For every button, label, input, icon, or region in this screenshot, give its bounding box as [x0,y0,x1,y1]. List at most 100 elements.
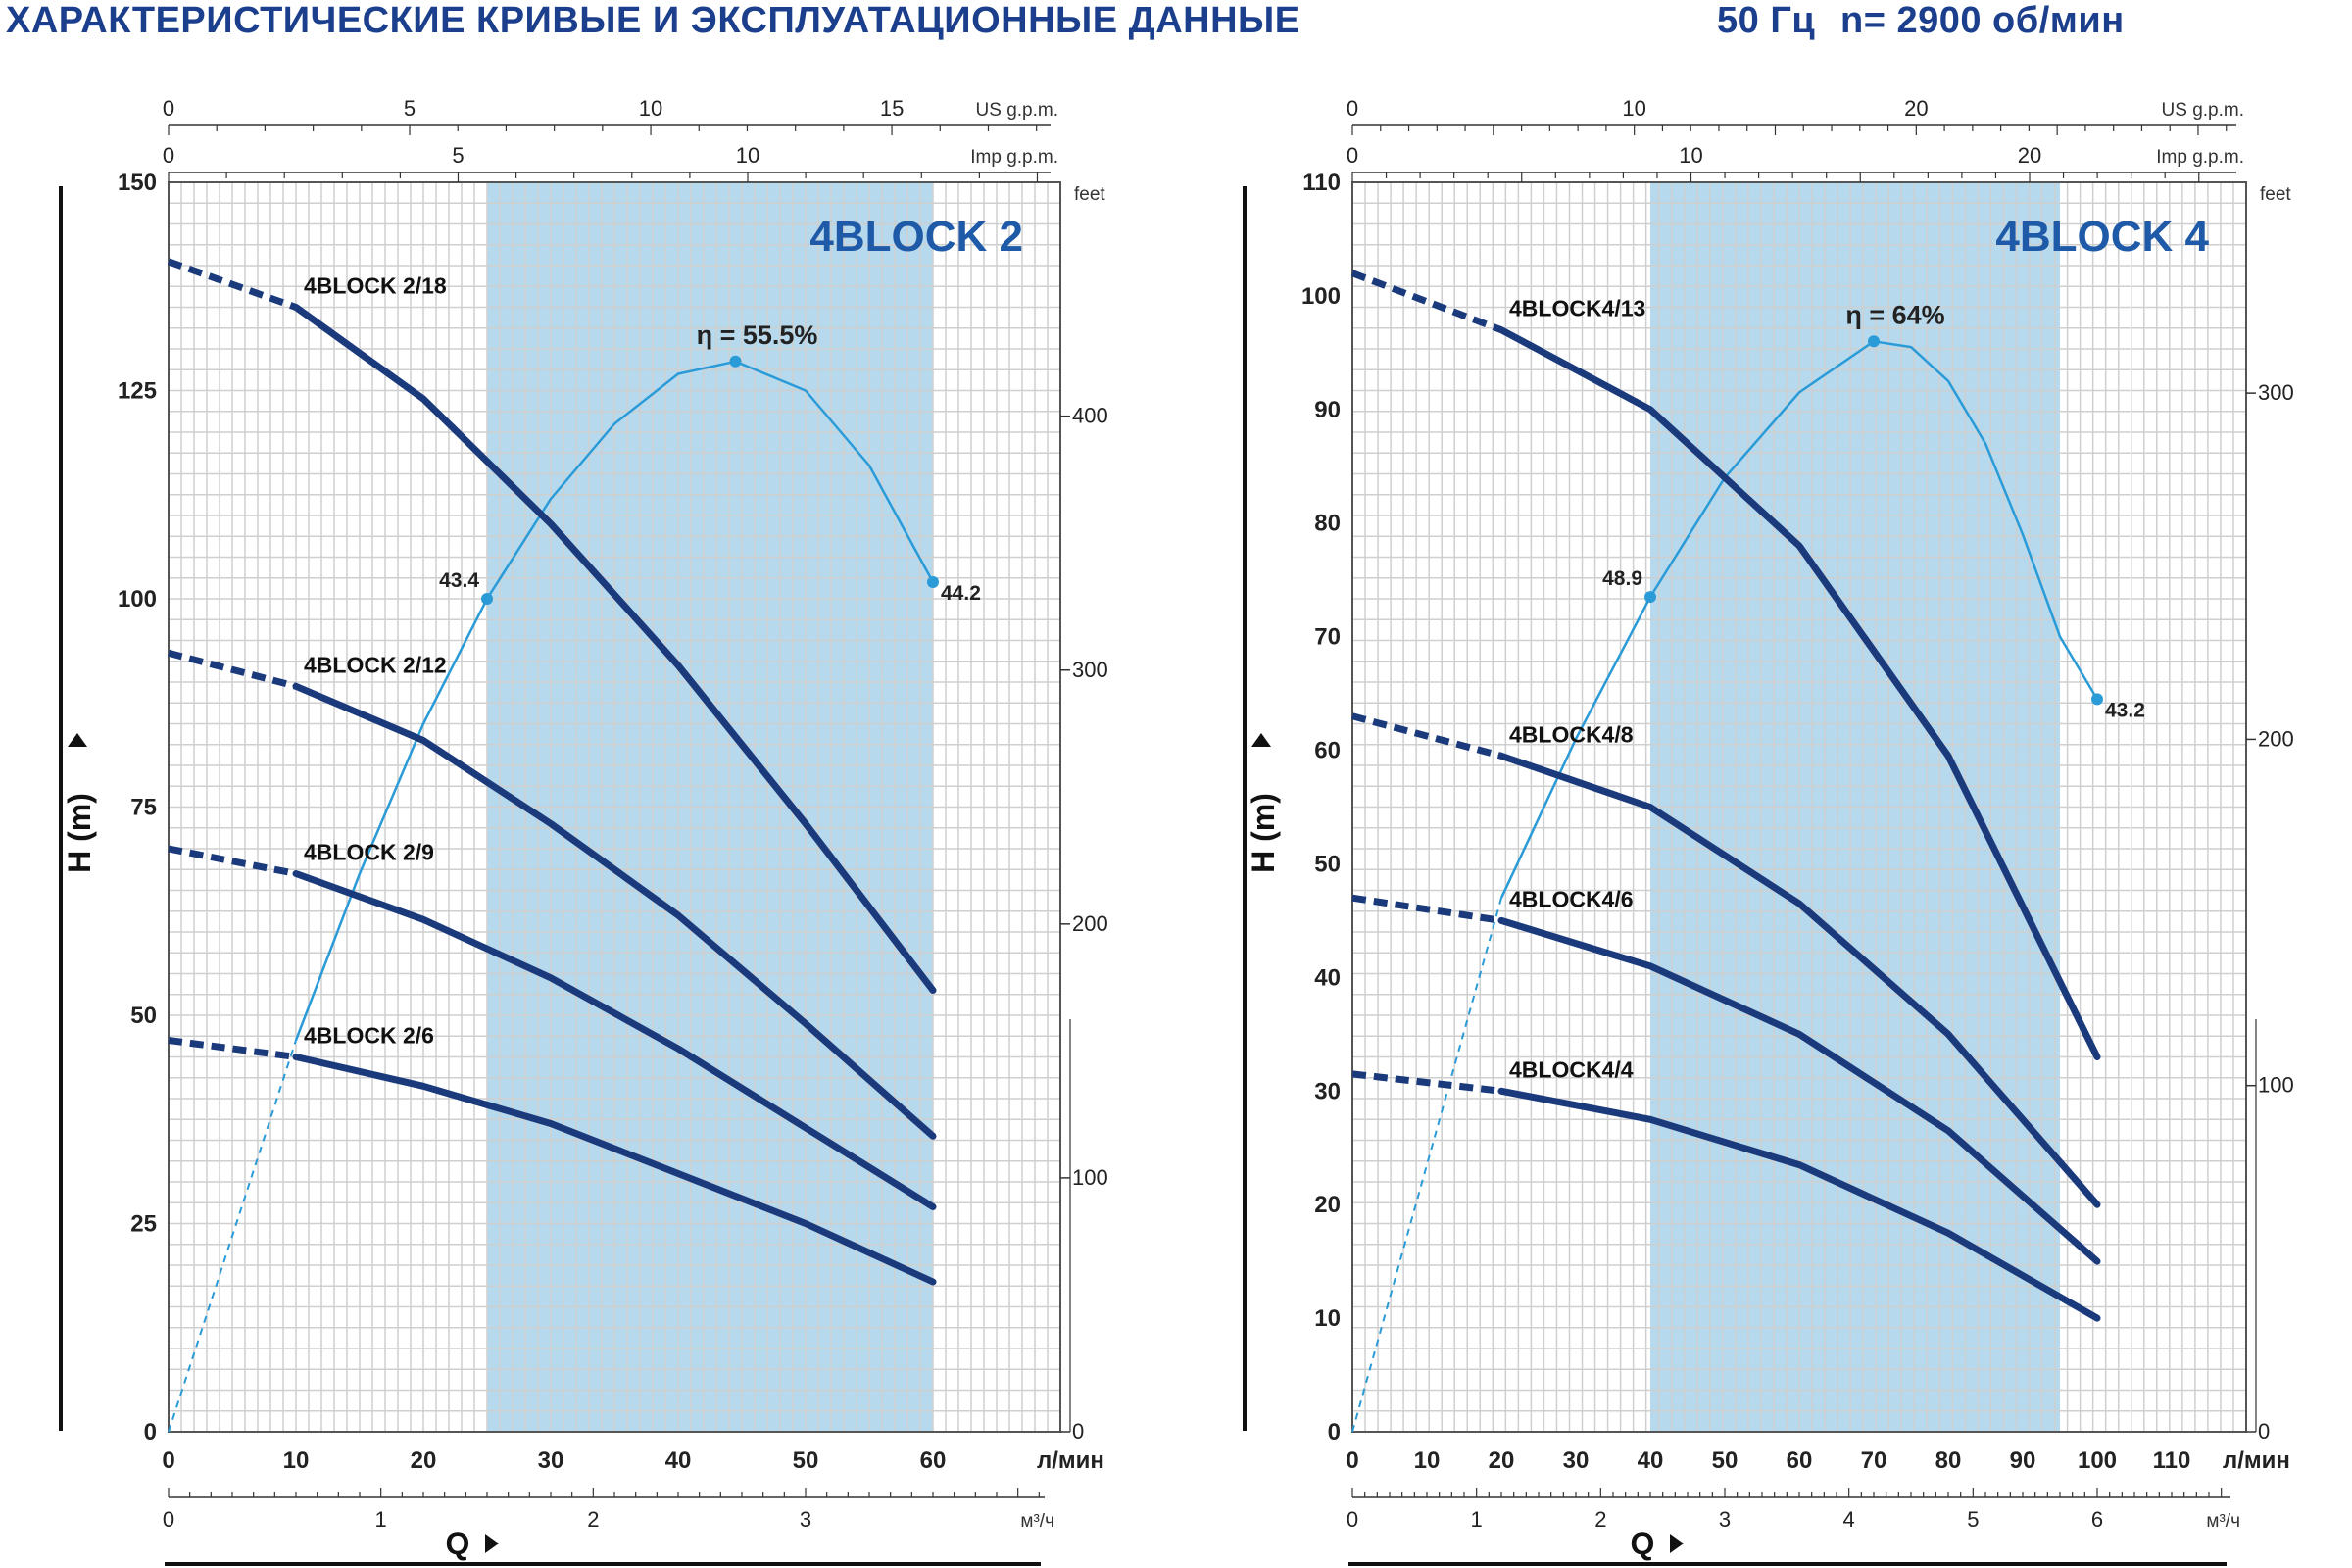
efficiency-point [1868,335,1880,348]
feet-tick-label: 100 [1072,1165,1108,1190]
x-tick-label: 10 [283,1447,310,1474]
h-axis-arrow-icon [1251,733,1271,747]
imp-gpm-tick-label: 0 [1347,143,1358,168]
m3h-tick-label: 5 [1967,1507,1979,1532]
hq-curve [292,870,937,1210]
y-tick-label: 100 [118,586,157,612]
y-tick-label: 10 [1314,1305,1341,1332]
y-tick-label: 90 [1314,397,1341,423]
efficiency-point [927,576,939,588]
hq-curve-dashed [167,258,298,311]
efficiency-point-label: 44.2 [941,582,981,605]
x-tick-label: 100 [2078,1447,2117,1474]
y-tick-label: 0 [1328,1419,1341,1446]
speed-label: n= 2900 об/мин [1840,0,2125,41]
y-tick-label: 50 [1314,851,1341,877]
x-tick-label: 70 [1861,1447,1887,1474]
efficiency-point [729,355,742,368]
x-tick-label: 0 [1346,1447,1358,1474]
m3h-tick-label: 0 [1347,1507,1358,1532]
feet-tick-label: 400 [1072,404,1108,428]
efficiency-curve-dashed [1351,897,1502,1433]
x-tick-label: 90 [2010,1447,2036,1474]
efficiency-point-label: 43.2 [2105,699,2145,721]
feet-unit-label: feet [1074,184,1105,205]
m3h-tick-label: 4 [1843,1507,1855,1532]
hq-curve [1497,326,2101,1060]
m3h-tick-label: 3 [1719,1507,1731,1532]
us-gpm-tick-label: 5 [404,96,416,121]
hq-curve-label: 4BLOCK 2/12 [304,652,447,677]
imp-gpm-unit-label: Imp g.p.m. [2156,147,2244,168]
q-axis-title: Q [446,1526,470,1561]
m3h-tick-label: 1 [375,1507,387,1532]
x-unit-label: л/мин [2223,1447,2290,1474]
hq-curve-label: 4BLOCK 2/6 [304,1023,434,1049]
efficiency-peak-label: η = 64% [1845,300,1944,329]
efficiency-curve [294,360,935,1041]
x-tick-label: 10 [1414,1447,1441,1474]
y-tick-label: 110 [1302,170,1341,196]
hq-curve-dashed [1351,1070,1502,1095]
feet-unit-label: feet [2260,184,2291,205]
efficiency-point-label: 48.9 [1602,567,1642,590]
hq-curve-label: 4BLOCK4/8 [1509,721,1634,747]
y-tick-label: 125 [118,378,157,405]
y-tick-label: 80 [1314,511,1341,537]
hq-curve-label: 4BLOCK4/6 [1509,886,1634,911]
us-gpm-unit-label: US g.p.m. [976,100,1058,121]
feet-tick-label: 300 [2258,380,2294,405]
hq-curve-dashed [168,845,297,877]
hq-curve [1497,916,2101,1265]
q-axis-arrow-icon [485,1534,499,1553]
plot-frame [168,181,1061,1433]
feet-tick-label: 200 [2258,726,2294,751]
hq-curve [292,682,937,1140]
us-gpm-tick-label: 0 [163,96,174,121]
h-axis-title: H (m) [1246,793,1281,873]
x-tick-label: 20 [411,1447,437,1474]
hq-curve [292,304,937,994]
imp-gpm-tick-label: 0 [163,143,174,168]
model-title: 4BLOCK 4 [1995,213,2209,261]
feet-tick-label: 100 [2258,1073,2294,1098]
efficiency-point [2091,693,2103,706]
frequency-label: 50 Гц [1717,0,1816,41]
m3h-tick-label: 3 [800,1507,811,1532]
efficiency-peak-label: η = 55.5% [697,320,818,350]
hq-curve-label: 4BLOCK4/13 [1509,296,1645,321]
us-gpm-tick-label: 0 [1347,96,1358,121]
us-gpm-tick-label: 15 [880,96,904,121]
hq-curve [292,1054,937,1286]
y-tick-label: 60 [1314,738,1341,764]
hq-curve-dashed [1351,894,1502,924]
imp-gpm-tick-label: 5 [452,143,464,168]
x-tick-label: 60 [920,1447,947,1474]
hq-curve-dashed [1350,270,1503,333]
hq-curve-label: 4BLOCK4/4 [1509,1056,1634,1082]
hq-curve [1497,1087,2101,1322]
imp-gpm-tick-label: 10 [736,143,760,168]
y-tick-label: 40 [1314,964,1341,991]
y-tick-label: 25 [130,1211,157,1238]
y-tick-label: 30 [1314,1078,1341,1104]
y-tick-label: 20 [1314,1192,1341,1218]
q-axis-arrow-icon [1670,1534,1684,1553]
us-gpm-unit-label: US g.p.m. [2162,100,2244,121]
m3h-unit-label: м³/ч [2206,1511,2240,1532]
q-axis-title: Q [1631,1526,1655,1561]
hq-curve [1497,752,2101,1208]
us-gpm-tick-label: 10 [1622,96,1645,121]
page-header: ХАРАКТЕРИСТИЧЕСКИЕ КРИВЫЕ И ЭКСПЛУАТАЦИО… [0,0,2352,47]
imp-gpm-tick-label: 10 [1679,143,1702,168]
feet-tick-label: 0 [1072,1419,1084,1444]
m3h-tick-label: 0 [163,1507,174,1532]
us-gpm-tick-label: 10 [639,96,662,121]
imp-gpm-tick-label: 20 [2018,143,2041,168]
x-tick-label: 30 [1563,1447,1590,1474]
efficiency-curve [1499,340,2099,899]
hq-curve-dashed [168,649,297,690]
x-unit-label: л/мин [1037,1447,1104,1474]
